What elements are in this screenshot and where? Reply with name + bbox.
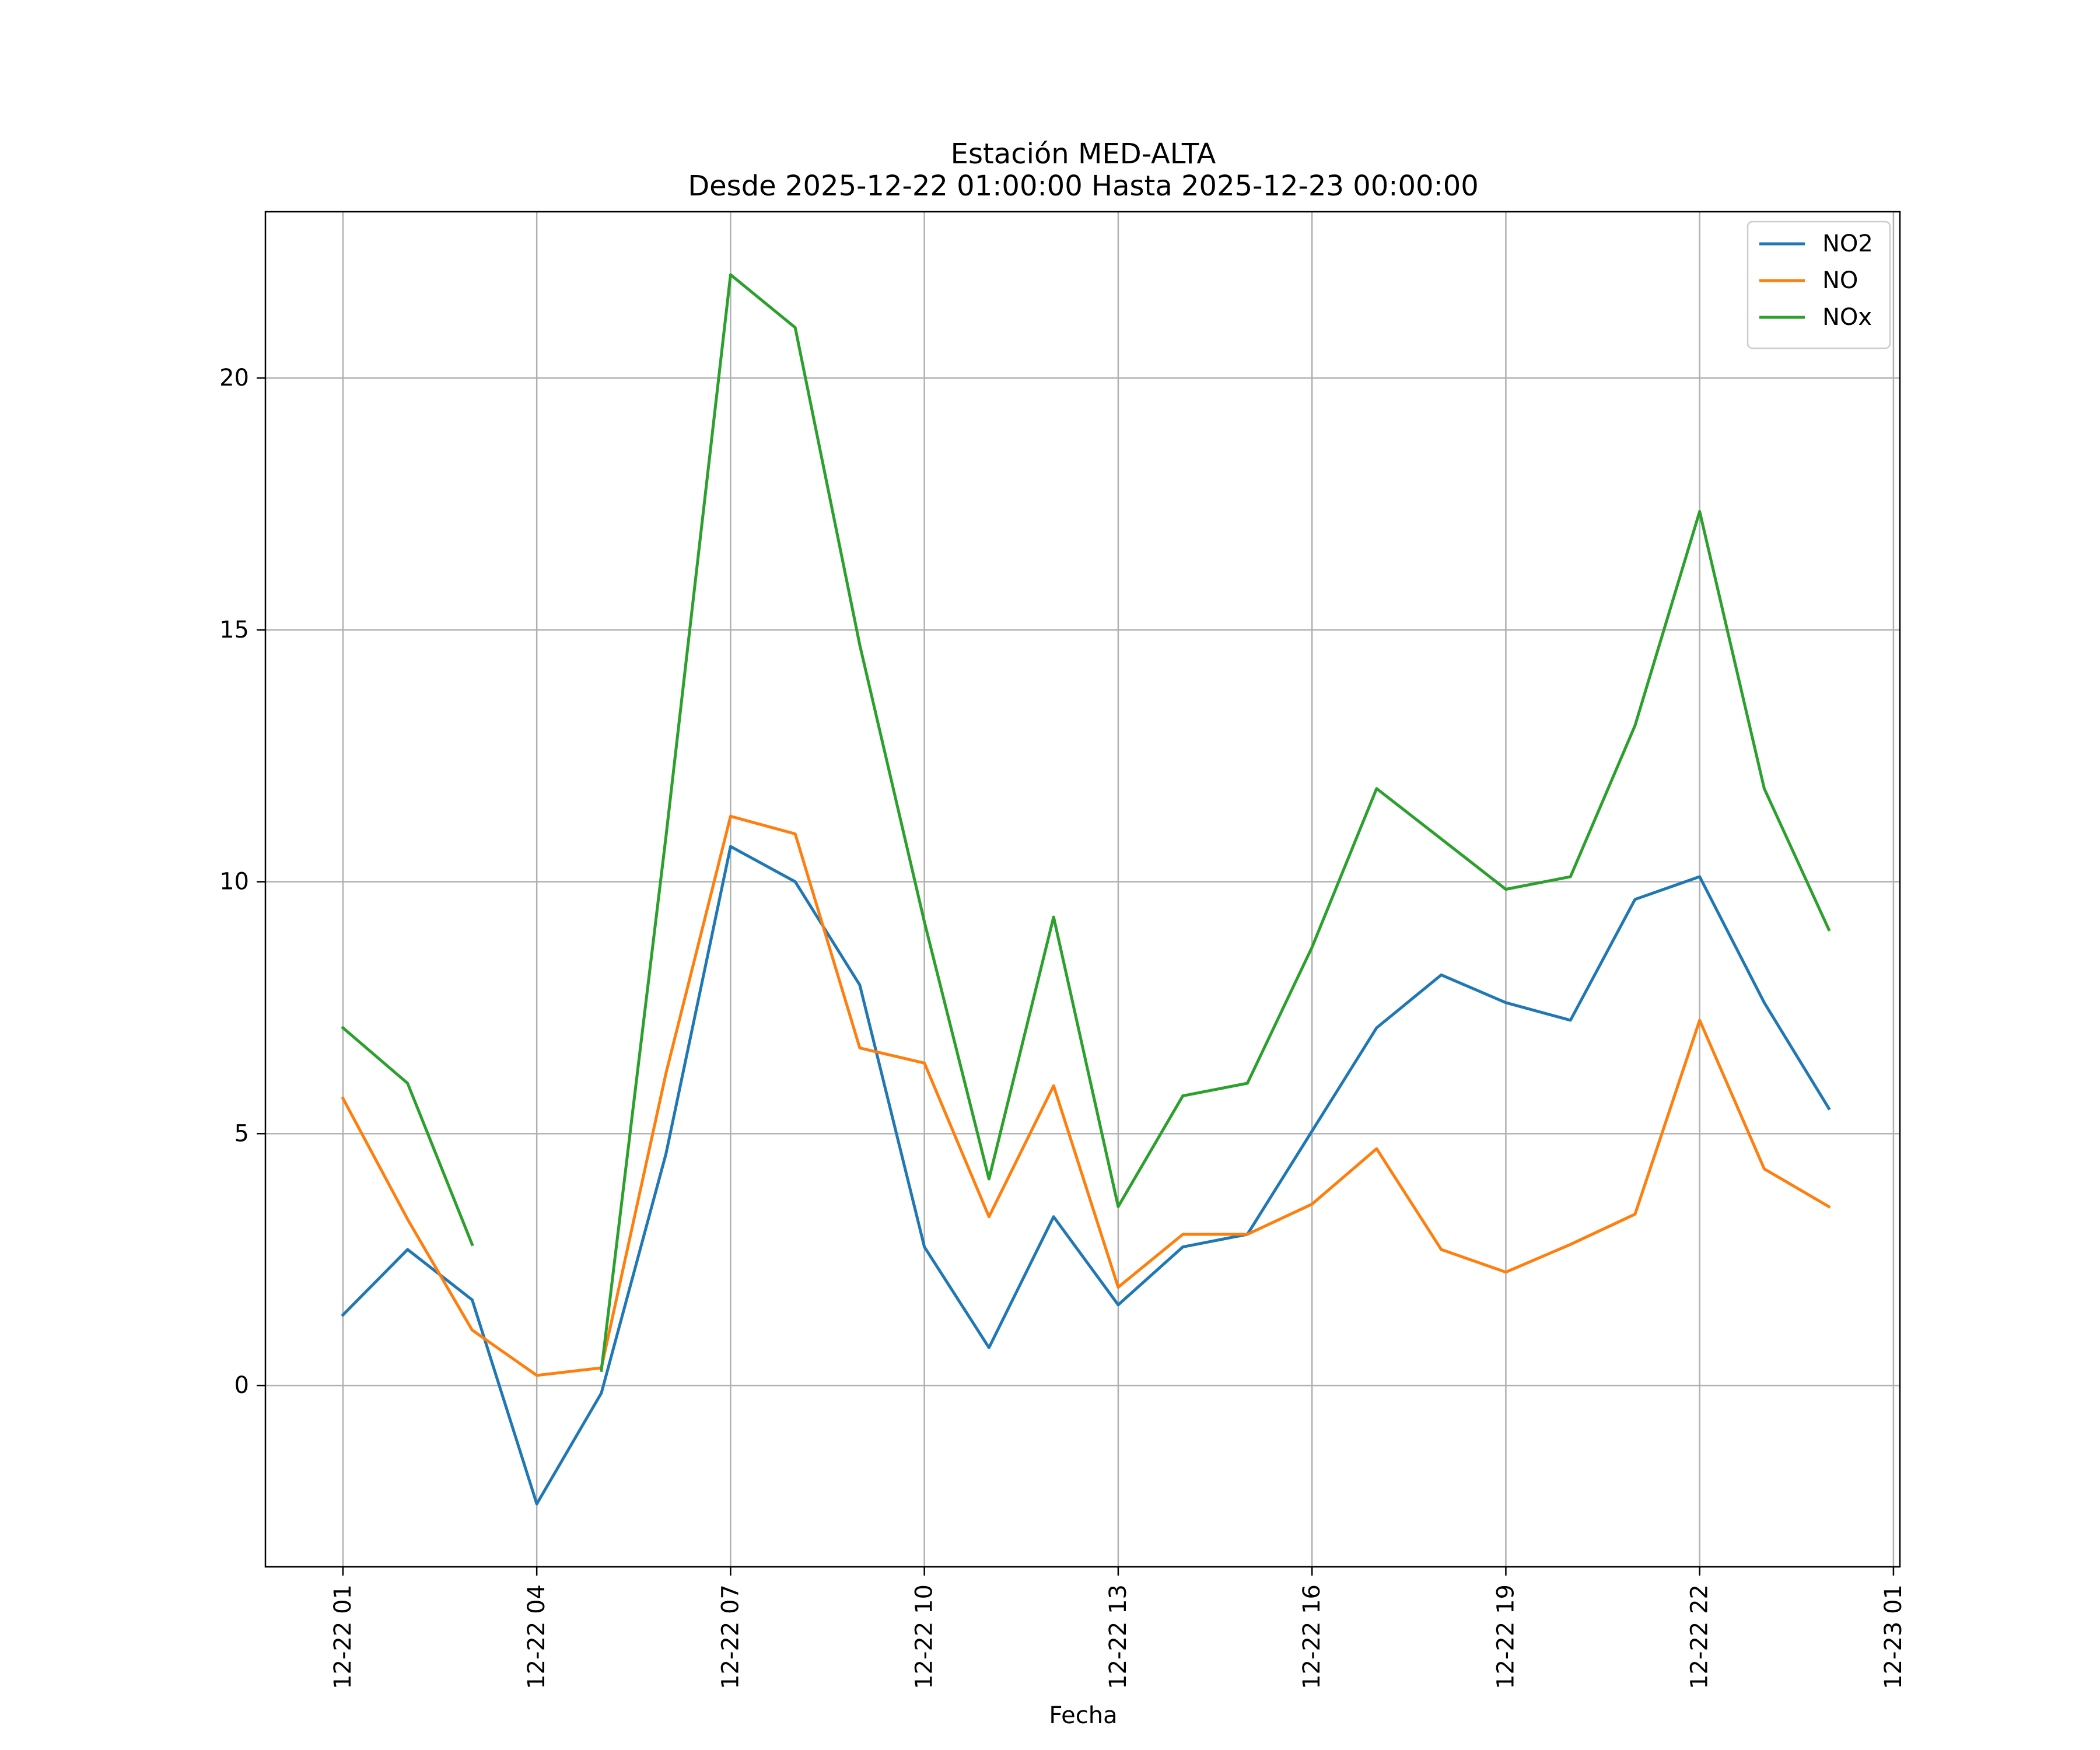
y-tick-label: 10 [219,869,249,895]
x-tick-label: 12-22 16 [1298,1584,1325,1689]
series-line-no [341,814,1831,1377]
x-tick-label: 12-22 04 [523,1584,550,1689]
series-line-no2 [341,845,1831,1506]
chart-title: Estación MED-ALTA [951,138,1216,170]
x-tick-label: 12-22 13 [1105,1584,1132,1689]
x-tick-label: 12-22 07 [717,1584,744,1689]
x-tick-label: 12-22 10 [911,1584,938,1689]
x-tick-label: 12-22 19 [1492,1584,1519,1689]
legend-label-no2: NO2 [1822,230,1873,257]
y-tick-label: 0 [235,1372,249,1399]
series-lines [341,273,1831,1506]
y-tick-label: 20 [219,365,249,391]
y-tick-label: 5 [235,1120,249,1147]
chart-subtitle: Desde 2025-12-22 01:00:00 Hasta 2025-12-… [688,170,1479,202]
y-tick-label: 15 [219,617,249,643]
legend-label-no: NO [1822,267,1858,294]
x-axis-label: Fecha [1049,1702,1117,1729]
plot-area-frame [264,211,1901,1568]
x-tick-label: 12-23 01 [1880,1584,1907,1689]
axis-ticks: 12-22 01 12-22 04 12-22 07 12-22 10 12-22 13… [219,365,1907,1689]
x-tick-label: 12-22 01 [330,1584,356,1689]
grid-lines [265,212,1900,1567]
legend-label-nox: NOx [1822,304,1872,331]
legend: NO2 NO NOx [1746,220,1891,349]
series-line-nox [341,273,1831,1372]
x-tick-label: 12-22 22 [1686,1584,1713,1689]
